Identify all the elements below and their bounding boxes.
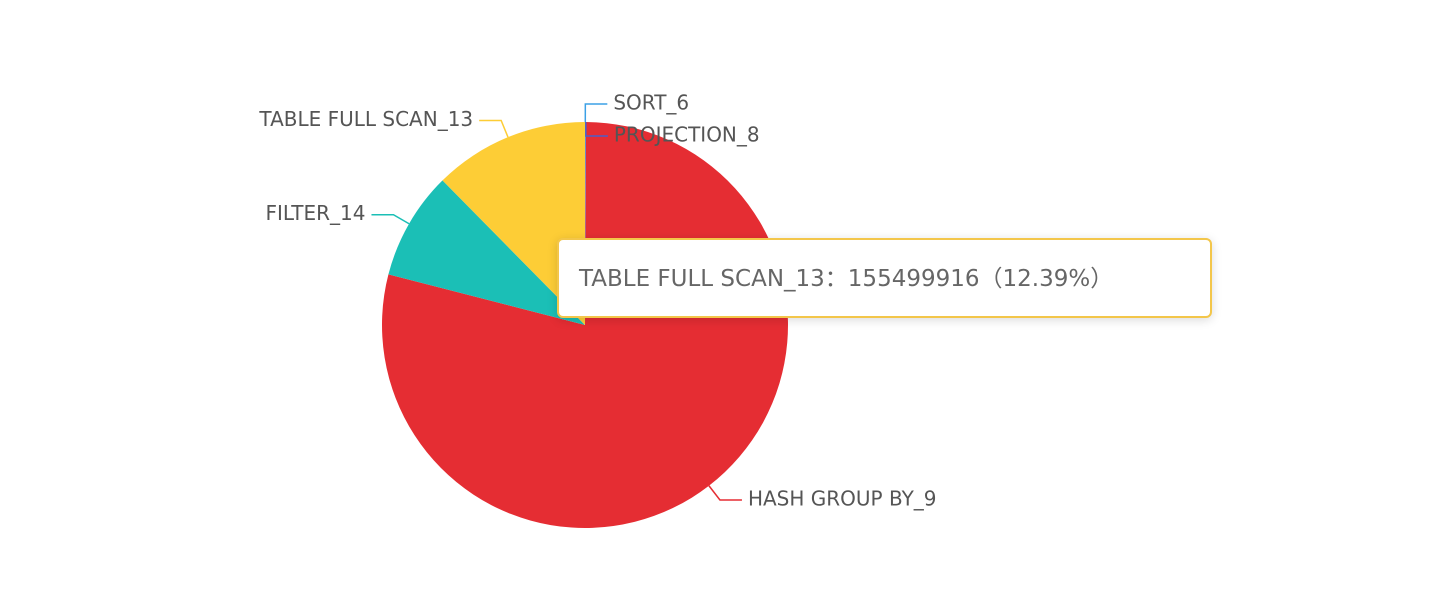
slice-label: HASH GROUP BY_9 bbox=[748, 487, 937, 511]
label-line bbox=[371, 213, 410, 225]
tooltip: TABLE FULL SCAN_13：155499916（12.39%） bbox=[557, 238, 1212, 318]
label-line bbox=[585, 121, 608, 137]
slice-label: FILTER_14 bbox=[265, 201, 365, 225]
slice-label: SORT_6 bbox=[613, 91, 689, 115]
pie-slice bbox=[585, 122, 586, 325]
slice-label: TABLE FULL SCAN_13 bbox=[258, 107, 473, 131]
pie-slice bbox=[388, 180, 585, 325]
slice-label: PROJECTION_8 bbox=[614, 123, 760, 147]
pie-slice bbox=[381, 122, 788, 529]
label-line bbox=[479, 119, 509, 138]
label-line bbox=[708, 485, 742, 501]
label-line bbox=[584, 103, 608, 123]
pie-slice bbox=[442, 122, 585, 325]
